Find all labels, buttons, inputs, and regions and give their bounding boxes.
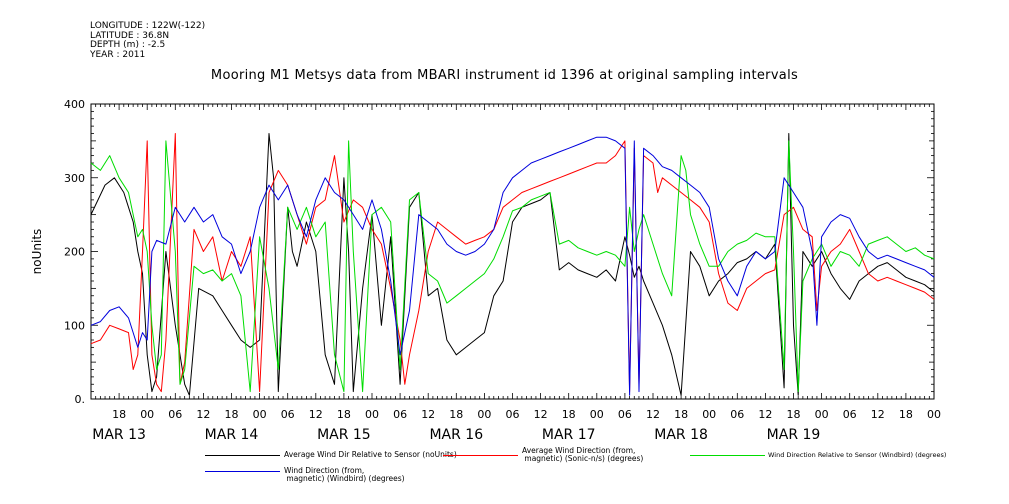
x-hour-label: 18 xyxy=(674,408,688,421)
x-hour-label: 00 xyxy=(365,408,379,421)
x-day-label: MAR 16 xyxy=(429,427,483,443)
legend-swatch-green xyxy=(690,455,765,456)
y-tick-label: 300 xyxy=(64,172,85,185)
x-hour-label: 18 xyxy=(899,408,913,421)
x-hour-label: 00 xyxy=(815,408,829,421)
legend-label-red: Average Wind Direction (from, magnetic) … xyxy=(522,446,644,463)
legend-label-blue: Wind Direction (from, magnetic) (Windbir… xyxy=(284,466,405,483)
x-hour-label: 18 xyxy=(787,408,801,421)
x-hour-label: 06 xyxy=(281,408,295,421)
legend-label-green: Wind Direction Relative to Sensor (Windb… xyxy=(768,451,947,459)
x-hour-label: 18 xyxy=(225,408,239,421)
x-hour-label: 18 xyxy=(449,408,463,421)
x-day-label: MAR 15 xyxy=(317,427,371,443)
y-tick-label: 400 xyxy=(64,98,85,111)
x-hour-label: 06 xyxy=(618,408,632,421)
x-hour-label: 12 xyxy=(534,408,548,421)
legend-label-black: Average Wind Dir Relative to Sensor (noU… xyxy=(284,450,457,459)
legend-swatch-red xyxy=(443,455,518,456)
x-day-label: MAR 13 xyxy=(92,427,146,443)
series-line-0 xyxy=(90,133,935,396)
meta-latitude: LATITUDE : 36.8N xyxy=(90,30,170,41)
legend-swatch-black xyxy=(205,455,280,456)
x-hour-label: 12 xyxy=(309,408,323,421)
series-line-2 xyxy=(90,140,935,393)
x-hour-label: 12 xyxy=(646,408,660,421)
x-hour-label: 00 xyxy=(590,408,604,421)
y-tick-label: 100 xyxy=(64,319,85,332)
x-day-label: MAR 14 xyxy=(205,427,259,443)
meta-depth: DEPTH (m) : -2.5 xyxy=(90,40,166,51)
x-hour-label: 06 xyxy=(393,408,407,421)
x-hour-label: 18 xyxy=(112,408,126,421)
y-tick-label: 0. xyxy=(75,393,86,406)
y-axis-label: noUnits xyxy=(30,229,44,275)
x-hour-label: 06 xyxy=(168,408,182,421)
x-day-label: MAR 17 xyxy=(542,427,596,443)
y-tick-label: 200 xyxy=(64,246,85,259)
x-hour-label: 12 xyxy=(758,408,772,421)
series-line-1 xyxy=(90,133,935,393)
x-hour-label: 06 xyxy=(506,408,520,421)
x-hour-label: 00 xyxy=(927,408,941,421)
legend-swatch-blue xyxy=(205,471,280,472)
x-day-label: MAR 18 xyxy=(654,427,708,443)
x-hour-label: 18 xyxy=(337,408,351,421)
x-hour-label: 06 xyxy=(730,408,744,421)
plot-frame xyxy=(90,103,935,400)
x-hour-label: 00 xyxy=(253,408,267,421)
meta-longitude: LONGITUDE : 122W(-122) xyxy=(90,21,206,31)
series-line-3 xyxy=(90,136,935,396)
x-day-label: MAR 19 xyxy=(767,427,821,443)
x-hour-label: 12 xyxy=(421,408,435,421)
x-hour-label: 12 xyxy=(871,408,885,421)
x-hour-label: 00 xyxy=(140,408,154,421)
x-hour-label: 00 xyxy=(477,408,491,421)
chart-title: Mooring M1 Metsys data from MBARI instru… xyxy=(210,68,799,83)
metadata-block: LONGITUDE : 122W(-122) LATITUDE : 36.8N … xyxy=(90,21,206,60)
meta-year: YEAR : 2011 xyxy=(90,49,146,60)
x-hour-label: 06 xyxy=(843,408,857,421)
x-hour-label: 00 xyxy=(702,408,716,421)
x-hour-label: 12 xyxy=(196,408,210,421)
x-hour-label: 18 xyxy=(562,408,576,421)
